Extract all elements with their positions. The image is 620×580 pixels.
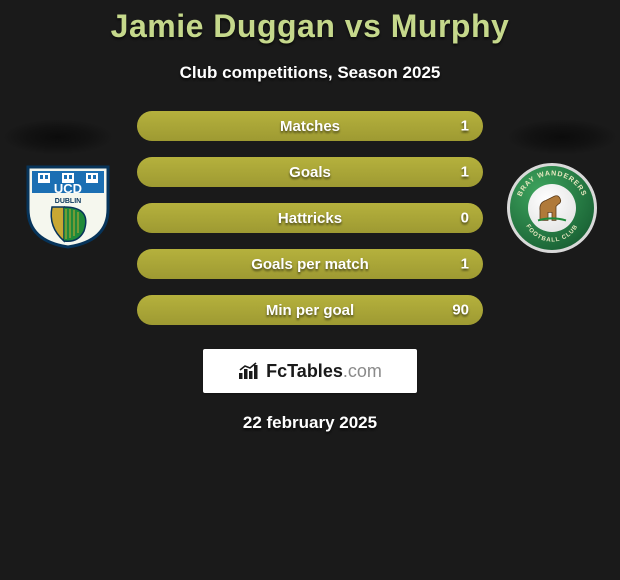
ucd-text: UCD bbox=[54, 181, 82, 196]
ucd-subtext: DUBLIN bbox=[55, 198, 81, 205]
stat-bar-hattricks: Hattricks 0 bbox=[137, 203, 483, 233]
subtitle: Club competitions, Season 2025 bbox=[0, 63, 620, 83]
stat-bar-goals-per-match: Goals per match 1 bbox=[137, 249, 483, 279]
brand-text: FcTables.com bbox=[266, 361, 382, 382]
brand-text-dark: FcTables bbox=[266, 361, 343, 381]
stat-label: Hattricks bbox=[278, 210, 342, 227]
stat-label: Goals per match bbox=[251, 256, 369, 273]
stat-value-right: 1 bbox=[461, 164, 469, 181]
ucd-shield-icon: UCD DUBLIN bbox=[18, 163, 118, 249]
stat-value-right: 90 bbox=[452, 302, 469, 319]
club-crest-right: BRAY WANDERERS FOOTBALL CLUB bbox=[502, 163, 602, 249]
stat-value-right: 1 bbox=[461, 256, 469, 273]
brand-box[interactable]: FcTables.com bbox=[203, 349, 417, 393]
stat-label: Matches bbox=[280, 118, 340, 135]
stat-label: Goals bbox=[289, 164, 331, 181]
stat-bar-goals: Goals 1 bbox=[137, 157, 483, 187]
date-label: 22 february 2025 bbox=[0, 413, 620, 433]
horse-icon bbox=[536, 192, 568, 222]
stat-bars: Matches 1 Goals 1 Hattricks 0 Goals per … bbox=[137, 111, 483, 325]
stat-value-right: 1 bbox=[461, 118, 469, 135]
bray-badge-icon: BRAY WANDERERS FOOTBALL CLUB bbox=[507, 163, 597, 253]
stat-bar-min-per-goal: Min per goal 90 bbox=[137, 295, 483, 325]
stat-bar-matches: Matches 1 bbox=[137, 111, 483, 141]
comparison-panel: UCD DUBLIN BRAY WANDERERS FOOTB bbox=[0, 111, 620, 433]
player-shadow-left bbox=[2, 119, 114, 155]
bar-chart-icon bbox=[238, 362, 260, 380]
stat-label: Min per goal bbox=[266, 302, 354, 319]
player-shadow-right bbox=[506, 119, 618, 155]
brand-text-light: .com bbox=[343, 361, 382, 381]
club-crest-left: UCD DUBLIN bbox=[18, 163, 118, 249]
stat-value-right: 0 bbox=[461, 210, 469, 227]
page-title: Jamie Duggan vs Murphy bbox=[0, 0, 620, 45]
